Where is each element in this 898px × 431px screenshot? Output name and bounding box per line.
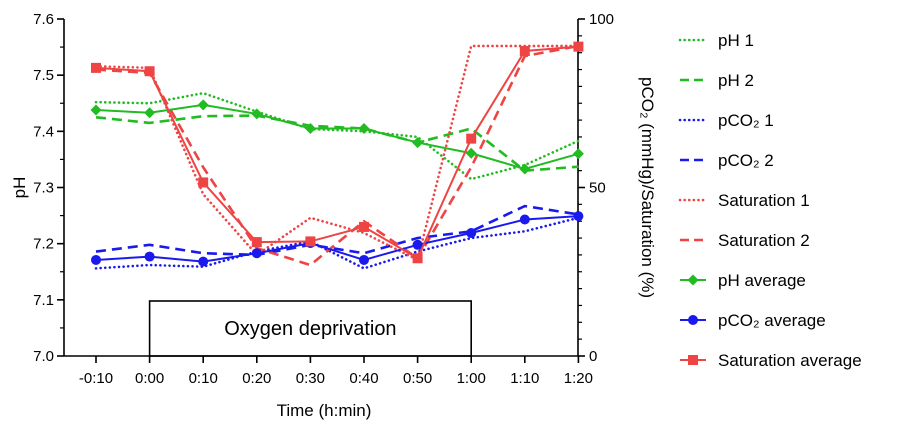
- y-tick-label-right: 100: [589, 11, 614, 28]
- legend-item-ph-1: pH 1: [678, 31, 754, 50]
- legend: pH 1 pH 2 pCO₂ 1 pCO₂ 2 Saturation 1 Saturati…: [678, 31, 862, 370]
- data-point-saturation-average: [144, 66, 155, 77]
- data-point-saturation-average: [305, 236, 316, 247]
- series-pco2-2: [95, 204, 579, 257]
- series-ph-2: [95, 114, 579, 172]
- data-point-pco2-average: [359, 254, 369, 265]
- y-axis-title-right: pCO₂ (mmHg)/Saturation (%): [638, 77, 657, 298]
- legend-item-saturation-average: Saturation average: [680, 351, 862, 370]
- x-tick-label: 0:20: [242, 370, 271, 387]
- data-point-pco2-average: [412, 239, 423, 250]
- legend-marker: [687, 274, 699, 286]
- data-point-ph-average: [358, 123, 370, 135]
- data-point-pco2-average: [573, 211, 584, 222]
- x-tick-label: 0:50: [403, 370, 432, 387]
- y-tick-label-left: 7.0: [33, 348, 54, 365]
- data-point-saturation-average: [198, 177, 209, 188]
- legend-label: pCO₂ 2: [718, 151, 774, 170]
- data-point-saturation-average: [573, 41, 584, 52]
- x-tick-label: 1:10: [510, 370, 539, 387]
- legend-marker: [688, 315, 698, 325]
- x-tick-label: 0:30: [296, 370, 325, 387]
- series-line-ph-1: [94, 91, 580, 181]
- series-line-pco2-1: [94, 216, 580, 270]
- series-line-ph-average: [95, 103, 579, 171]
- y-tick-label-right: 50: [589, 180, 606, 197]
- series-line-pco2-average: [95, 215, 579, 263]
- series-line-saturation-1: [94, 44, 580, 262]
- series-saturation-average: [91, 41, 584, 264]
- y-axis-title-left: pH: [10, 177, 29, 199]
- series-pco2-average: [91, 211, 584, 267]
- legend-label: pCO₂ 1: [718, 111, 774, 130]
- x-tick-label: -0:10: [79, 370, 113, 387]
- x-tick-label: 0:10: [189, 370, 218, 387]
- data-point-ph-average: [412, 137, 424, 149]
- legend-label: pH 1: [718, 31, 754, 50]
- legend-item-pco2-2: pCO₂ 2: [680, 151, 774, 170]
- data-point-pco2-average: [198, 256, 209, 267]
- data-point-pco2-average: [144, 251, 155, 262]
- data-point-saturation-average: [359, 221, 369, 232]
- series-line-pco2-2: [95, 204, 579, 257]
- x-tick-label: 1:00: [457, 370, 486, 387]
- data-point-ph-average: [197, 99, 209, 111]
- series-group: [90, 41, 584, 270]
- legend-label: pCO₂ average: [718, 311, 826, 330]
- legend-item-pco2-1: pCO₂ 1: [678, 111, 774, 130]
- legend-label: Saturation 1: [718, 191, 810, 210]
- legend-item-ph-average: pH average: [680, 271, 806, 290]
- series-line-saturation-average: [95, 45, 579, 260]
- series-ph-1: [94, 91, 580, 181]
- oxygen-deprivation-box: [148, 300, 473, 357]
- data-point-ph-average: [465, 147, 477, 159]
- legend-marker: [688, 355, 698, 365]
- y-tick-label-left: 7.3: [33, 180, 54, 197]
- series-saturation-1: [94, 44, 580, 262]
- legend-label: pH 2: [718, 71, 754, 90]
- legend-label: pH average: [718, 271, 806, 290]
- x-tick-label: 1:20: [564, 370, 593, 387]
- annotation-group: Oxygen deprivation: [148, 300, 473, 357]
- data-point-ph-average: [519, 163, 531, 175]
- data-point-ph-average: [572, 148, 584, 160]
- x-tick-label: 0:40: [349, 370, 378, 387]
- data-point-ph-average: [144, 107, 156, 119]
- x-axis-title: Time (h:min): [277, 401, 372, 420]
- data-point-saturation-average: [412, 253, 423, 264]
- data-point-pco2-average: [251, 248, 262, 259]
- series-pco2-1: [94, 216, 580, 270]
- legend-item-saturation-1: Saturation 1: [678, 191, 810, 210]
- legend-label: Saturation 2: [718, 231, 810, 250]
- series-line-saturation-2: [95, 44, 579, 267]
- legend-item-ph-2: pH 2: [680, 71, 754, 90]
- data-point-saturation-average: [466, 133, 477, 144]
- annotation-text: Oxygen deprivation: [224, 318, 396, 340]
- data-point-pco2-average: [519, 214, 530, 225]
- y-tick-label-left: 7.5: [33, 67, 54, 84]
- data-point-saturation-average: [251, 237, 262, 248]
- data-point-ph-average: [304, 123, 316, 135]
- data-point-saturation-average: [91, 62, 101, 73]
- y-tick-label-right: 0: [589, 348, 597, 365]
- data-point-saturation-average: [519, 46, 530, 57]
- series-line-ph-2: [95, 114, 579, 172]
- x-tick-label: 0:00: [135, 370, 164, 387]
- y-tick-label-left: 7.2: [33, 236, 54, 253]
- data-point-ph-average: [90, 104, 102, 116]
- series-ph-average: [90, 99, 584, 175]
- y-tick-label-left: 7.1: [33, 292, 54, 309]
- legend-label: Saturation average: [718, 351, 862, 370]
- legend-item-saturation-2: Saturation 2: [680, 231, 810, 250]
- axes-group: 7.0 7.1 7.2 7.3 7.4 7.5 7.6 0 50 100 -0:10 0:00 0:10…: [10, 11, 657, 420]
- series-saturation-2: [95, 44, 579, 267]
- data-point-ph-average: [251, 108, 263, 120]
- y-tick-label-left: 7.4: [33, 123, 54, 140]
- y-tick-label-left: 7.6: [33, 11, 54, 28]
- data-point-pco2-average: [466, 227, 477, 238]
- legend-item-pco2-average: pCO₂ average: [680, 311, 826, 330]
- data-point-pco2-average: [91, 254, 101, 265]
